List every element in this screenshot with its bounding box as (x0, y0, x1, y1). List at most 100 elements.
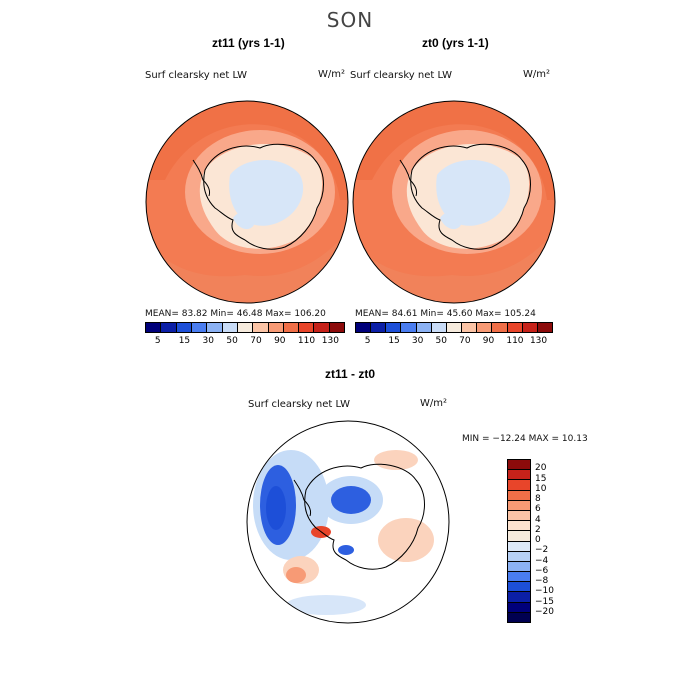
panel-field-label: Surf clearsky net LW (145, 70, 248, 81)
antarctic-coastline (410, 143, 531, 250)
colorbar-swatch (191, 323, 208, 332)
polar-map-zt0 (352, 100, 556, 304)
colorbar-swatch (508, 602, 530, 613)
colorbar-tick-label: 30 (411, 336, 424, 346)
colorbar-tick-label: 6 (535, 504, 541, 515)
antarctic-coastline (304, 463, 425, 570)
colorbar-swatch (508, 561, 530, 573)
colorbar-swatch (508, 521, 530, 532)
colorbar-tick-label: 15 (178, 336, 191, 346)
panel-title-zt0: zt0 (yrs 1-1) (422, 36, 489, 50)
colorbar-swatch (268, 323, 284, 332)
season-title: SON (326, 8, 374, 32)
colorbar-swatch (508, 470, 530, 481)
colorbar-swatch (508, 510, 530, 522)
panel-field-label: Surf clearsky net LW (350, 70, 453, 81)
colorbar-tick-label: −6 (535, 565, 549, 576)
peninsula-coastline (192, 159, 210, 197)
colorbar-tick-label: 2 (535, 524, 541, 535)
colorbar-tick-label: 15 (535, 473, 547, 484)
colorbar-swatch (508, 460, 530, 471)
colorbar-swatch (283, 323, 300, 332)
colorbar-tick-label: 10 (535, 483, 547, 494)
colorbar-tick-label: −4 (535, 555, 549, 566)
diff-title: zt11 - zt0 (325, 367, 376, 381)
panel-stats: MEAN= 84.61 Min= 45.60 Max= 105.24 (355, 309, 536, 319)
colorbar-swatch (314, 323, 330, 332)
positive-anomaly (378, 518, 434, 562)
colorbar-zt11 (145, 322, 345, 333)
peninsula-coastline (293, 479, 311, 517)
colorbar-swatch (299, 323, 315, 332)
colorbar-tick-label: 50 (226, 336, 238, 346)
colorbar-swatch (146, 323, 162, 332)
colorbar-swatch (508, 582, 530, 593)
colorbar-swatch (176, 323, 192, 332)
colorbar-diff-ticks: 20 15 10 8 6 4 2 0 −2 −4 −6 −8 −10 −15 −20 (535, 459, 575, 623)
polar-map-diff (246, 420, 450, 624)
colorbar-diff (507, 459, 531, 623)
colorbar-tick-label: −2 (535, 545, 549, 556)
colorbar-tick-label: 8 (535, 494, 541, 504)
colorbar-tick-label: 15 (388, 336, 400, 346)
colorbar-swatch (508, 490, 530, 501)
colorbar-swatch (207, 323, 223, 332)
panel-stats: MEAN= 83.82 Min= 46.48 Max= 106.20 (145, 309, 326, 319)
colorbar-swatch (508, 612, 530, 622)
colorbar-swatch (446, 323, 463, 332)
colorbar-swatch (401, 323, 417, 332)
colorbar-swatch (522, 323, 538, 332)
ice-interior (229, 160, 304, 226)
ice-interior (436, 160, 511, 226)
colorbar-tick-label: 70 (459, 336, 471, 346)
colorbar-swatch (371, 323, 387, 332)
colorbar-tick-label: −10 (535, 586, 554, 597)
colorbar-swatch (508, 572, 530, 583)
colorbar-swatch (356, 323, 372, 332)
colorbar-tick-label: 90 (482, 336, 495, 346)
colorbar-tick-label: 30 (202, 336, 214, 346)
diff-units: W/m² (420, 398, 448, 409)
colorbar-zt0 (355, 322, 553, 333)
colorbar-swatch (508, 531, 530, 542)
colorbar-swatch (508, 592, 530, 603)
colorbar-swatch (508, 541, 530, 552)
colorbar-tick-label: 130 (321, 336, 339, 346)
colorbar-tick-label: −8 (535, 576, 549, 586)
colorbar-swatch (508, 551, 530, 562)
peninsula-coastline (399, 159, 417, 197)
colorbar-tick-label: −15 (535, 596, 554, 607)
colorbar-tick-label: 4 (535, 514, 541, 525)
colorbar-swatch (537, 323, 553, 332)
diff-field-label: Surf clearsky net LW (248, 399, 351, 410)
colorbar-tick-label: 50 (435, 336, 447, 346)
colorbar-swatch (508, 480, 530, 491)
colorbar-tick-label: 20 (535, 463, 547, 474)
colorbar-swatch (431, 323, 447, 332)
colorbar-swatch (222, 323, 238, 332)
colorbar-tick-label: 110 (297, 336, 316, 346)
colorbar-tick-label: 5 (154, 336, 161, 346)
panel-units: W/m² (523, 69, 551, 80)
colorbar-swatch (416, 323, 432, 332)
colorbar-swatch (508, 500, 530, 511)
colorbar-swatch (253, 323, 269, 332)
antarctic-coastline (203, 143, 324, 250)
colorbar-swatch (329, 323, 345, 332)
colorbar-tick-label: 90 (274, 336, 286, 346)
panel-units: W/m² (318, 69, 346, 80)
colorbar-tick-label: 130 (529, 336, 548, 346)
colorbar-swatch (237, 323, 254, 332)
panel-title-zt11: zt11 (yrs 1-1) (212, 36, 285, 50)
colorbar-swatch (507, 323, 523, 332)
colorbar-swatch (386, 323, 402, 332)
colorbar-swatch (477, 323, 493, 332)
colorbar-tick-label: 110 (506, 336, 524, 346)
colorbar-swatch (462, 323, 478, 332)
colorbar-tick-label: 0 (535, 535, 541, 545)
colorbar-tick-label: −20 (535, 606, 554, 617)
diff-stats: MIN = −12.24 MAX = 10.13 (462, 434, 588, 444)
colorbar-tick-label: 70 (250, 336, 262, 346)
polar-map-zt11 (145, 100, 349, 304)
colorbar-tick-label: 5 (364, 336, 371, 346)
